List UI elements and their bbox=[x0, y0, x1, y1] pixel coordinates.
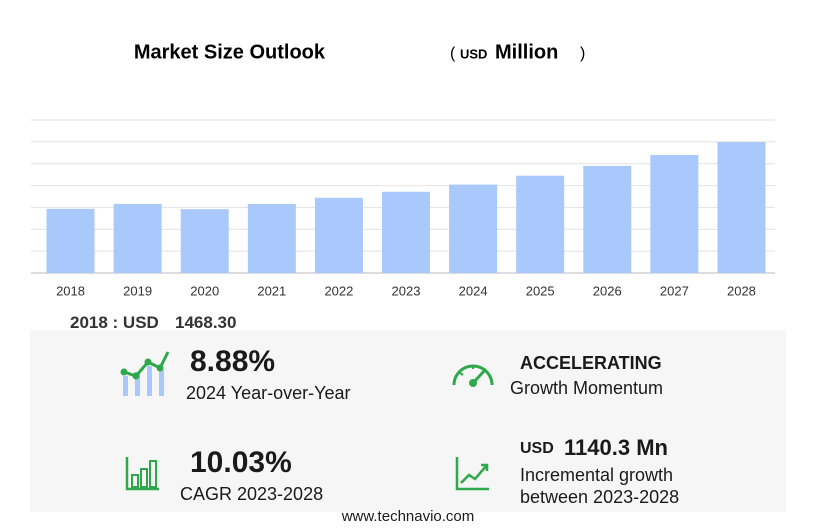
x-tick-label: 2019 bbox=[123, 283, 152, 298]
stat-value: 1140.3 Mn bbox=[564, 435, 668, 460]
bar bbox=[516, 175, 565, 273]
base-label: 2018 : USD bbox=[70, 313, 159, 332]
chart-title: Market Size Outlook bbox=[134, 41, 326, 63]
stat-label: CAGR 2023-2028 bbox=[180, 484, 324, 504]
unit-open: ( bbox=[450, 45, 456, 62]
bar bbox=[180, 209, 229, 273]
x-tick-label: 2024 bbox=[459, 283, 488, 298]
x-tick-label: 2023 bbox=[392, 283, 421, 298]
bar bbox=[449, 184, 498, 273]
unit-name: Million bbox=[495, 41, 558, 63]
stat-value: ACCELERATING bbox=[520, 353, 662, 373]
incremental-icon bbox=[455, 457, 489, 491]
stat-currency: USD bbox=[520, 440, 554, 457]
unit-currency: USD bbox=[460, 46, 487, 61]
x-tick-label: 2018 bbox=[56, 283, 85, 298]
bar bbox=[650, 154, 699, 273]
momentum-icon bbox=[452, 364, 494, 387]
unit-close: ) bbox=[580, 45, 585, 62]
footer: www.technavio.com bbox=[341, 508, 475, 525]
bar bbox=[717, 141, 766, 273]
x-tick-label: 2027 bbox=[660, 283, 689, 298]
x-tick-label: 2028 bbox=[727, 283, 756, 298]
x-tick-label: 2022 bbox=[324, 283, 353, 298]
base-value: 1468.30 bbox=[175, 313, 237, 332]
bar bbox=[382, 191, 430, 273]
chart: Market Size Outlook ( USD Million ) 2018… bbox=[31, 41, 775, 298]
bar bbox=[314, 197, 363, 273]
x-tick-label: 2026 bbox=[593, 283, 622, 298]
stat-label: between 2023-2028 bbox=[520, 487, 680, 507]
bar bbox=[46, 208, 95, 273]
bar bbox=[113, 203, 162, 273]
stat-value: 8.88% bbox=[190, 345, 276, 378]
cagr-icon bbox=[125, 457, 159, 491]
stat-label: Growth Momentum bbox=[510, 378, 664, 398]
bar bbox=[583, 165, 632, 273]
stat-value: 10.03% bbox=[190, 446, 292, 479]
stat-label: 2024 Year-over-Year bbox=[186, 383, 351, 403]
bar bbox=[247, 203, 296, 273]
yoy-icon bbox=[120, 351, 170, 396]
stat-label: Incremental growth bbox=[520, 465, 674, 485]
x-tick-label: 2021 bbox=[257, 283, 286, 298]
x-tick-label: 2020 bbox=[190, 283, 219, 298]
x-tick-label: 2025 bbox=[526, 283, 555, 298]
